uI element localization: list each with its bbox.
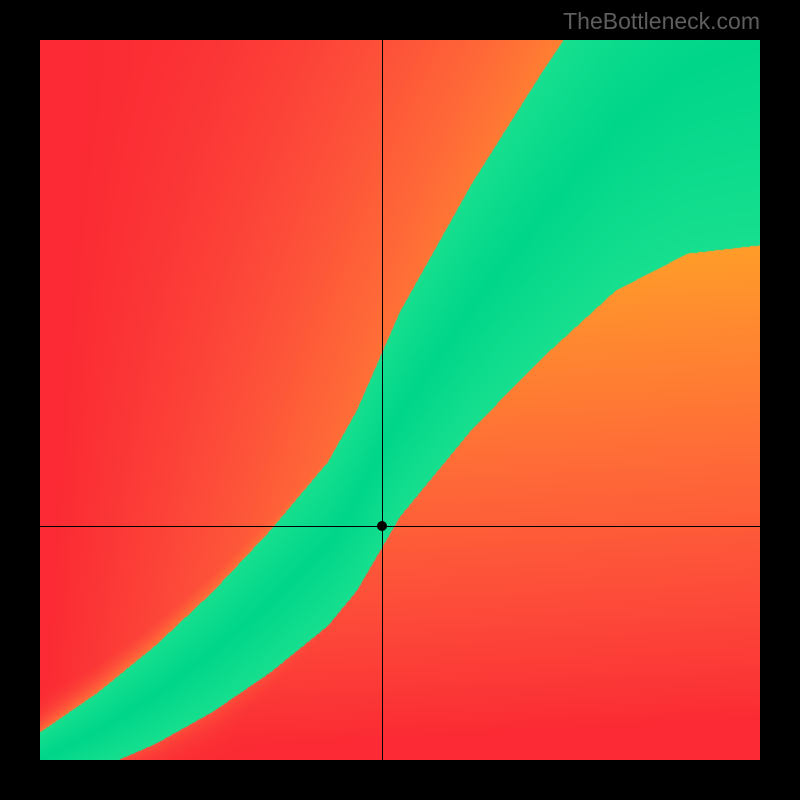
attribution-text: TheBottleneck.com (563, 8, 760, 35)
crosshair-vertical (382, 40, 383, 760)
crosshair-horizontal (40, 526, 760, 527)
crosshair-marker (377, 521, 387, 531)
bottleneck-heatmap (40, 40, 760, 760)
